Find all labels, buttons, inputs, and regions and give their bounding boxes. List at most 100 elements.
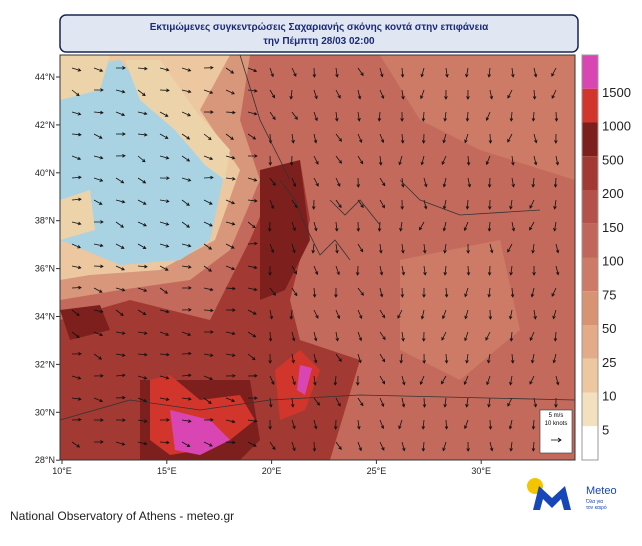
wind-arrow bbox=[203, 375, 214, 381]
wind-arrow bbox=[159, 111, 169, 117]
wind-arrow bbox=[489, 441, 494, 452]
wind-arrow bbox=[442, 309, 447, 320]
lat-label: 28°N bbox=[35, 455, 55, 465]
lat-label: 34°N bbox=[35, 312, 55, 322]
wind-arrow bbox=[93, 220, 104, 224]
wind-arrow bbox=[531, 111, 536, 122]
wind-arrow bbox=[159, 397, 170, 402]
wind-arrow bbox=[399, 353, 404, 364]
wind-arrow bbox=[551, 67, 557, 77]
wind-arrow bbox=[289, 155, 294, 166]
wind-arrow bbox=[555, 243, 560, 254]
wind-arrow bbox=[532, 89, 537, 100]
wind-arrow bbox=[247, 419, 258, 423]
wind-arrow bbox=[93, 374, 104, 378]
wind-arrow bbox=[421, 111, 426, 122]
wind-arrow bbox=[379, 441, 385, 451]
wind-arrow bbox=[247, 441, 257, 447]
wind-arrow bbox=[225, 419, 236, 424]
wind-arrow bbox=[379, 199, 385, 209]
wind-arrow bbox=[247, 309, 257, 315]
wind-arrow bbox=[247, 331, 257, 338]
map-frame bbox=[59, 54, 576, 461]
wind-arrow bbox=[443, 243, 447, 254]
colorbar-label: 200 bbox=[602, 186, 624, 201]
wind-arrow bbox=[290, 397, 295, 408]
colorbar-cell bbox=[582, 122, 598, 157]
wind-arrow bbox=[247, 133, 257, 140]
wind-arrow bbox=[335, 265, 340, 276]
colorbar-label: 50 bbox=[602, 321, 616, 336]
lat-label: 40°N bbox=[35, 168, 55, 178]
wind-arrow bbox=[441, 155, 447, 165]
wind-arrow bbox=[181, 397, 192, 401]
wind-arrow bbox=[465, 199, 470, 210]
wind-arrow bbox=[443, 265, 448, 276]
wind-arrow bbox=[444, 419, 449, 430]
wind-arrows bbox=[71, 65, 560, 452]
wind-arrow bbox=[531, 441, 536, 452]
wind-arrow bbox=[181, 177, 192, 182]
wind-arrow bbox=[379, 397, 385, 408]
wind-arrow bbox=[225, 265, 236, 271]
lon-label: 10°E bbox=[52, 466, 72, 476]
colorbar-cell bbox=[582, 156, 598, 190]
wind-arrow bbox=[159, 155, 170, 160]
wind-arrow bbox=[181, 331, 192, 336]
wind-arrow bbox=[509, 441, 513, 452]
wind-arrow bbox=[225, 286, 236, 291]
wind-arrow bbox=[551, 89, 557, 99]
wind-arrow bbox=[553, 177, 558, 188]
wind-arrow bbox=[509, 375, 513, 386]
wind-arrow bbox=[137, 441, 148, 446]
wind-arrow bbox=[400, 287, 405, 298]
wind-arrow bbox=[159, 133, 169, 139]
wind-arrow bbox=[509, 331, 514, 342]
wind-arrow bbox=[357, 111, 361, 122]
wind-arrow bbox=[115, 373, 126, 378]
wind-arrow bbox=[71, 243, 81, 249]
wind-arrow bbox=[466, 243, 470, 254]
wind-arrow bbox=[115, 89, 126, 94]
wind-arrow bbox=[115, 111, 126, 117]
wind-arrow bbox=[488, 309, 493, 320]
wind-key-box bbox=[539, 409, 573, 454]
wind-arrow bbox=[334, 221, 339, 232]
wind-arrow bbox=[421, 419, 426, 430]
wind-arrow bbox=[379, 353, 386, 363]
wind-arrow bbox=[313, 133, 318, 144]
wind-arrow bbox=[115, 353, 126, 357]
wind-arrow bbox=[511, 155, 515, 166]
wind-arrow bbox=[71, 331, 80, 339]
wind-arrow bbox=[203, 330, 214, 334]
wind-arrow bbox=[137, 419, 148, 423]
wind-arrow bbox=[357, 419, 361, 430]
colorbar-cell bbox=[582, 426, 598, 460]
wind-arrow bbox=[159, 221, 170, 226]
wind-arrow bbox=[93, 110, 104, 115]
wind-arrow bbox=[379, 265, 384, 276]
wind-arrow bbox=[137, 309, 147, 316]
wind-arrow bbox=[488, 199, 492, 210]
wind-arrow bbox=[357, 331, 363, 342]
wind-arrow bbox=[508, 309, 513, 320]
wind-arrow bbox=[203, 110, 214, 114]
wind-arrow bbox=[357, 441, 362, 452]
wind-arrow bbox=[115, 418, 126, 422]
wind-arrow bbox=[400, 111, 404, 122]
colorbar-label: 10 bbox=[602, 389, 616, 404]
wind-arrow bbox=[509, 199, 513, 210]
wind-arrow bbox=[268, 265, 272, 276]
wind-arrow bbox=[247, 396, 258, 400]
wind-arrow bbox=[247, 265, 258, 270]
map bbox=[60, 55, 575, 460]
subtitle: την Πέμπτη 28/03 02:00 bbox=[263, 36, 375, 47]
wind-arrow bbox=[442, 221, 447, 232]
wind-arrow bbox=[401, 375, 406, 386]
wind-arrow bbox=[401, 397, 406, 408]
wind-arrow bbox=[137, 132, 148, 137]
lat-label: 42°N bbox=[35, 120, 55, 130]
wind-arrow bbox=[421, 441, 426, 452]
colorbar-cell bbox=[582, 88, 598, 123]
wind-arrow bbox=[466, 441, 470, 452]
